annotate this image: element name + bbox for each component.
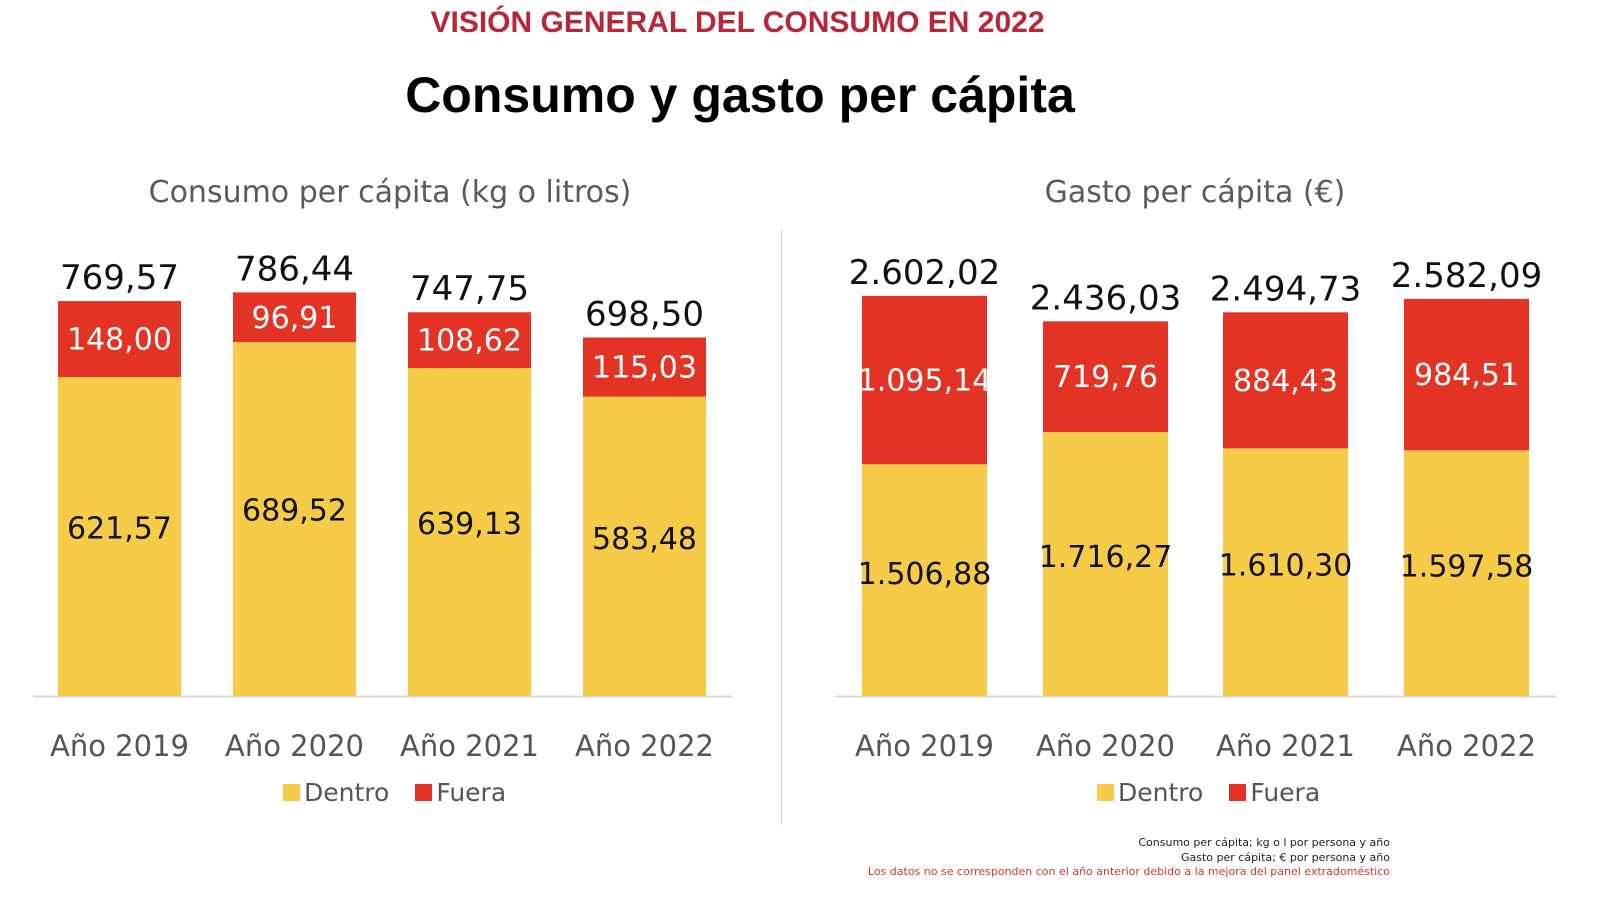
legend-swatch-fuera (415, 784, 433, 801)
bar-dentro (1404, 450, 1529, 696)
chart-divider (781, 230, 782, 825)
bar-fuera (58, 301, 181, 378)
data-label-fuera: 984,51 (1414, 358, 1519, 393)
data-label-dentro: 1.506,88 (858, 557, 992, 592)
footnote-gasto: Gasto per cápita; € por persona y año (1180, 851, 1390, 864)
legend-swatch-dentro (283, 784, 300, 801)
data-label-total: 769,57 (60, 258, 179, 298)
data-label-total: 786,44 (235, 249, 354, 289)
data-label-total: 2.494,73 (1210, 269, 1361, 309)
bar-dentro (862, 464, 987, 696)
legend-item-fuera: Fuera (415, 778, 506, 807)
data-label-total: 698,50 (585, 295, 704, 335)
x-tick-label: Año 2020 (225, 729, 364, 763)
legend-label-dentro: Dentro (1118, 778, 1204, 807)
data-label-dentro: 639,13 (417, 507, 522, 542)
chart-consumo: 621,57 148,00 769,57 Año 2019 689,52 96,91 786… (33, 249, 732, 763)
chart-title-consumo: Consumo per cápita (kg o litros) (148, 175, 632, 210)
data-label-fuera: 719,76 (1053, 360, 1158, 395)
data-label-total: 2.582,09 (1391, 256, 1542, 296)
x-tick-label: Año 2021 (1216, 729, 1355, 763)
bar-dentro (233, 342, 356, 696)
legend-consumo: Dentro Fuera (283, 778, 522, 807)
data-label-fuera: 148,00 (67, 323, 172, 358)
bar-fuera (408, 312, 531, 368)
chart-title-gasto: Gasto per cápita (€) (1044, 175, 1346, 210)
legend-label-fuera: Fuera (1250, 778, 1321, 807)
bar-fuera (233, 292, 356, 343)
x-tick-label: Año 2022 (1397, 729, 1536, 763)
data-label-fuera: 108,62 (417, 324, 522, 359)
legend-gasto: Dentro Fuera (1097, 778, 1336, 807)
data-label-dentro: 1.610,30 (1219, 549, 1353, 584)
bar-dentro (1223, 448, 1348, 696)
bar-fuera (862, 295, 987, 465)
x-tick-label: Año 2019 (50, 729, 189, 763)
bar-fuera (1223, 312, 1348, 449)
legend-swatch-fuera (1229, 784, 1247, 801)
page-title: Consumo y gasto per cápita (405, 67, 1075, 123)
data-label-fuera: 1.095,14 (858, 364, 992, 399)
x-tick-label: Año 2020 (1036, 729, 1175, 763)
section-kicker: VISIÓN GENERAL DEL CONSUMO EN 2022 (430, 6, 1045, 39)
footnote-warning: Los datos no se corresponden con el año … (867, 865, 1390, 878)
bar-fuera (1043, 321, 1168, 433)
bar-dentro (408, 367, 531, 696)
legend-label-dentro: Dentro (304, 778, 390, 807)
data-label-dentro: 1.597,58 (1400, 550, 1534, 585)
bar-dentro (58, 377, 181, 696)
data-label-total: 2.602,02 (849, 253, 1000, 293)
legend-item-fuera: Fuera (1229, 778, 1320, 807)
legend-swatch-dentro (1097, 784, 1114, 801)
data-label-dentro: 583,48 (592, 522, 697, 557)
bar-fuera (1404, 298, 1529, 451)
x-tick-label: Año 2022 (575, 729, 714, 763)
data-label-fuera: 96,91 (252, 301, 338, 336)
data-label-fuera: 115,03 (592, 351, 697, 386)
bar-dentro (583, 396, 706, 696)
data-label-dentro: 1.716,27 (1039, 540, 1173, 575)
data-label-dentro: 689,52 (242, 493, 347, 528)
bar-dentro (1043, 432, 1168, 696)
bar-fuera (583, 337, 706, 397)
legend-item-dentro: Dentro (283, 778, 389, 807)
legend-label-fuera: Fuera (436, 778, 507, 807)
data-label-total: 2.436,03 (1030, 278, 1181, 318)
x-tick-label: Año 2019 (855, 729, 994, 763)
footnote-consumo: Consumo per cápita; kg o l por persona y… (1138, 836, 1390, 849)
x-tick-label: Año 2021 (400, 729, 539, 763)
data-label-total: 747,75 (410, 269, 529, 309)
data-label-fuera: 884,43 (1233, 364, 1338, 399)
legend-item-dentro: Dentro (1097, 778, 1203, 807)
data-label-dentro: 621,57 (67, 512, 172, 547)
